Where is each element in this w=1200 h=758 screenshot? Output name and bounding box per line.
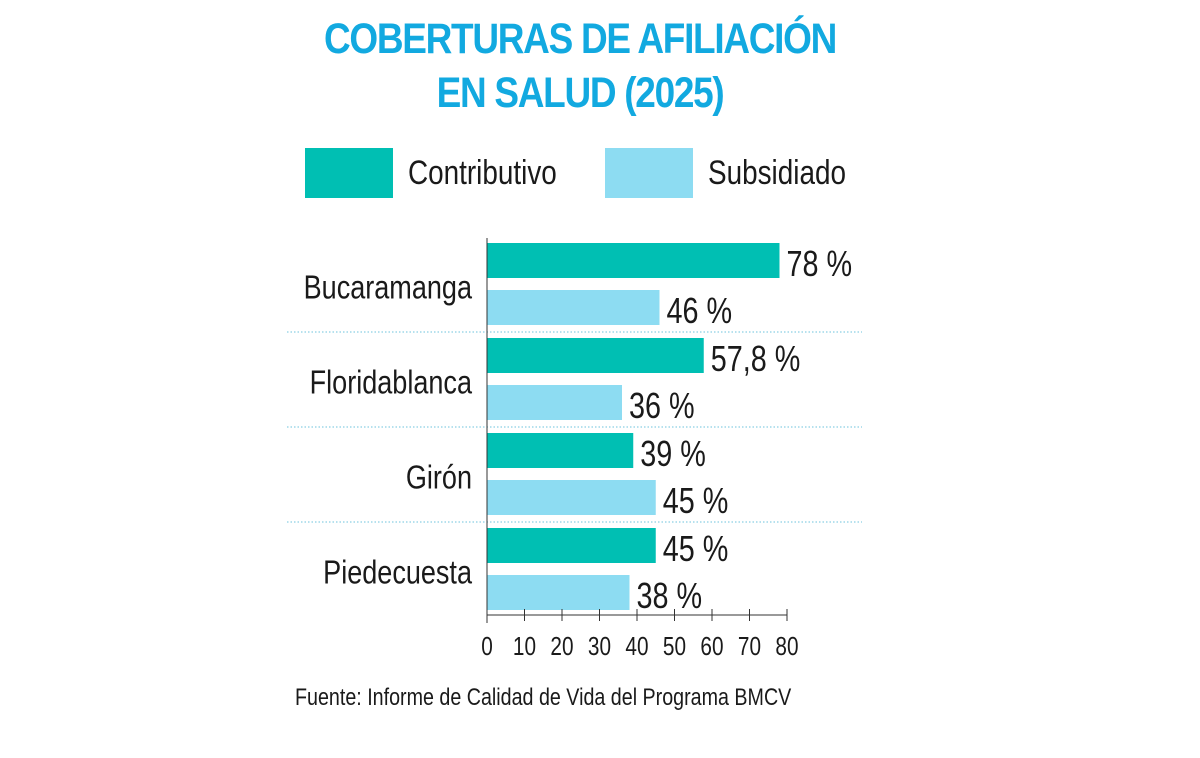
x-tick-label: 50 xyxy=(663,632,686,661)
data-label-contributivo-bucaramanga: 78 % xyxy=(787,243,853,284)
bar-contributivo-floridablanca xyxy=(487,338,704,373)
category-label-piedecuesta: Piedecuesta xyxy=(323,555,472,591)
bar-subsidiado-bucaramanga xyxy=(487,290,660,325)
data-label-contributivo-floridablanca: 57,8 % xyxy=(711,338,801,379)
legend-swatch-contributivo xyxy=(305,148,393,198)
data-label-contributivo-giron: 39 % xyxy=(640,433,706,474)
bar-subsidiado-giron xyxy=(487,480,656,515)
category-label-bucaramanga: Bucaramanga xyxy=(304,270,473,306)
x-tick-label: 10 xyxy=(513,632,536,661)
bar-subsidiado-piedecuesta xyxy=(487,575,630,610)
category-label-floridablanca: Floridablanca xyxy=(310,365,473,401)
x-tick-label: 70 xyxy=(738,632,761,661)
data-label-subsidiado-giron: 45 % xyxy=(663,480,729,521)
x-tick-label: 30 xyxy=(588,632,611,661)
x-tick-label: 40 xyxy=(625,632,648,661)
source-note: Fuente: Informe de Calidad de Vida del P… xyxy=(295,684,792,711)
chart-title: COBERTURAS DE AFILIACIÓN EN SALUD (2025) xyxy=(81,12,1079,120)
x-tick-label: 20 xyxy=(550,632,573,661)
data-label-subsidiado-piedecuesta: 38 % xyxy=(637,575,703,616)
legend-label-contributivo: Contributivo xyxy=(408,154,557,192)
bar-contributivo-piedecuesta xyxy=(487,528,656,563)
bar-contributivo-bucaramanga xyxy=(487,243,780,278)
x-tick-label: 60 xyxy=(700,632,723,661)
chart-title-line-1: COBERTURAS DE AFILIACIÓN xyxy=(323,15,837,63)
data-label-subsidiado-bucaramanga: 46 % xyxy=(667,290,733,331)
bar-subsidiado-floridablanca xyxy=(487,385,622,420)
data-label-subsidiado-floridablanca: 36 % xyxy=(629,385,695,426)
legend-swatch-subsidiado xyxy=(605,148,693,198)
category-label-giron: Girón xyxy=(406,460,472,496)
x-tick-label: 80 xyxy=(775,632,798,661)
legend-label-subsidiado: Subsidiado xyxy=(708,154,846,192)
data-label-contributivo-piedecuesta: 45 % xyxy=(663,528,729,569)
x-tick-label: 0 xyxy=(481,632,493,661)
chart-title-line-2: EN SALUD (2025) xyxy=(436,69,725,117)
bar-contributivo-giron xyxy=(487,433,634,468)
